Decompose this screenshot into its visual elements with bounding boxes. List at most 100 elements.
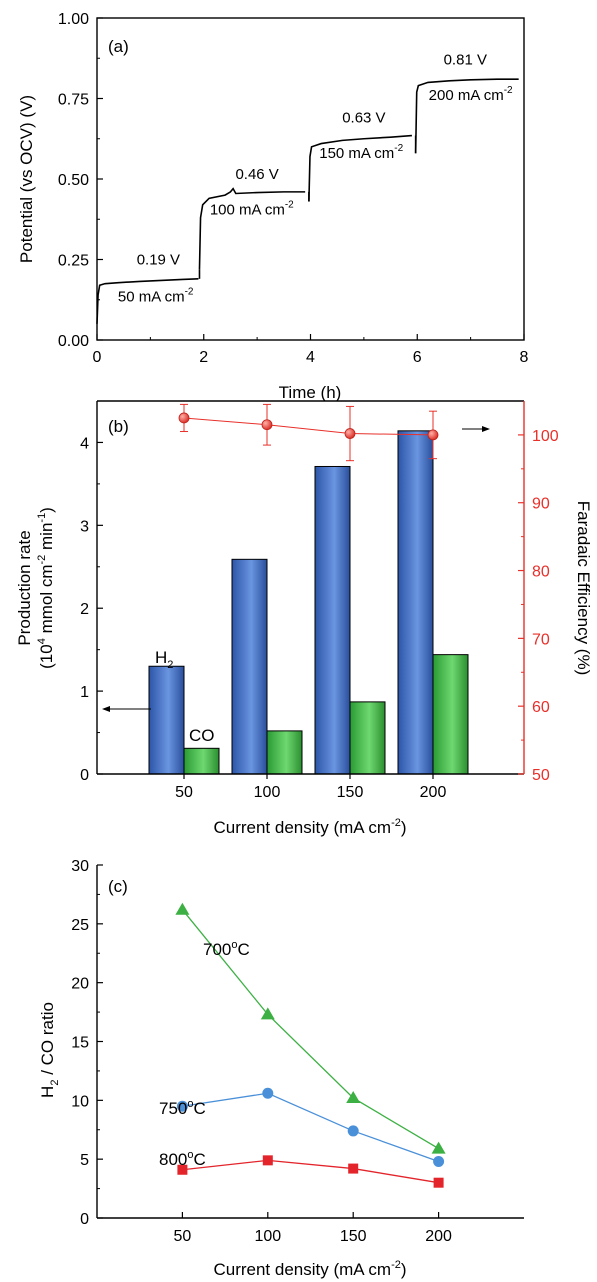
chart-c-series-label-end: C <box>238 940 250 959</box>
chart-a-annotation: 200 mA cm-2 <box>429 85 513 104</box>
chart-a-annotation-text: 50 mA cm <box>118 288 185 305</box>
chart-a-y-tick-label: 0.75 <box>58 92 89 109</box>
chart-c-point <box>431 1141 446 1154</box>
chart-b-y-label-line2-sup: 4 <box>36 638 48 644</box>
chart-a-annotation-text: 0.63 V <box>342 110 385 127</box>
chart-a-annotation-sup: -2 <box>185 286 194 297</box>
chart-b-bars <box>148 430 469 775</box>
chart-c-series <box>175 902 446 1188</box>
chart-a-x-tick-label: 6 <box>413 349 422 366</box>
chart-a-series <box>96 78 519 324</box>
chart-c-y-tick-label: 5 <box>80 1152 89 1169</box>
chart-b-x-label-end: ) <box>401 818 407 837</box>
chart-c-y-label-main: H <box>38 1086 57 1098</box>
chart-c-y-tick-label: 25 <box>71 917 89 934</box>
chart-b-right-tick-label: 70 <box>532 631 550 648</box>
chart-c-y-label-sub: 2 <box>49 1080 61 1086</box>
chart-a-line-segment <box>414 78 519 154</box>
chart-c-point <box>177 1164 188 1175</box>
chart-a-x-label: Time (h) <box>279 383 342 402</box>
chart-c-point <box>176 1100 188 1112</box>
chart-b-y-label-line2-b: mmol cm <box>37 564 56 638</box>
chart-b-y-label: Production rate (104 mmol cm-2 min-1) <box>15 507 56 669</box>
chart-a-annotation-text: 150 mA cm <box>319 145 394 162</box>
chart-c-series-line <box>181 909 439 1150</box>
chart-a-annotation-sup: -2 <box>394 143 403 154</box>
chart-b-right-ticks: 50 60 70 80 90 100 <box>518 428 559 784</box>
chart-c-point <box>262 1155 273 1166</box>
chart-a-annotation: 0.46 V <box>235 166 278 183</box>
chart-c-point <box>347 1125 359 1137</box>
chart-b-right-tick-label: 100 <box>532 428 559 445</box>
chart-b-x-tick-label: 50 <box>175 784 193 801</box>
chart-a-annotation: 0.63 V <box>342 110 385 127</box>
chart-b-y-tick-label: 2 <box>80 601 89 618</box>
chart-a-annotation-text: 0.46 V <box>235 166 278 183</box>
chart-a-y-tick-label: 0.25 <box>58 253 89 270</box>
chart-a-x-tick-label: 0 <box>93 349 102 366</box>
chart-b-x-label: Current density (mA cm-2) <box>213 817 406 837</box>
chart-b-series-h2-label: H2 <box>155 648 173 671</box>
chart-c-series-label: 800oC <box>159 1149 206 1169</box>
chart-b-y-tick-label: 1 <box>80 684 89 701</box>
chart-b-bar <box>231 558 268 775</box>
chart-b-y-label-line2-a: (10 <box>37 644 56 669</box>
chart-c-x-label-sup: -2 <box>391 1259 401 1271</box>
chart-a-y-tick-label: 1.00 <box>58 11 89 28</box>
chart-b-right-y-label: Faradaic Efficiency (%) <box>574 501 593 675</box>
chart-a: 0 2 4 6 8 0.00 0.25 0.50 0.75 1.00 0.19 V 50 mA c… <box>17 11 529 402</box>
chart-b-panel-label: (b) <box>108 417 129 436</box>
chart-c-panel-label: (c) <box>108 877 128 896</box>
chart-c-series-label-end: C <box>194 1150 206 1169</box>
chart-b-fe-point <box>261 419 273 431</box>
chart-b-x-tick-label: 150 <box>337 784 364 801</box>
chart-b-fe-point <box>344 428 356 439</box>
chart-b-bar <box>183 747 220 775</box>
chart-c-series-label: 700oC <box>203 939 250 959</box>
chart-c-series-label-end: C <box>194 1099 206 1118</box>
chart-c-series-line <box>182 1159 439 1184</box>
chart-b-bar <box>314 465 351 775</box>
chart-c-y-ticks: 0 5 10 15 20 25 30 <box>71 858 103 1228</box>
chart-b-right-tick-label: 50 <box>532 767 550 784</box>
chart-c-point <box>433 1156 445 1168</box>
chart-b-x-label-sup: -2 <box>391 817 401 829</box>
chart-b-fe-point <box>427 429 439 441</box>
chart-c-point <box>348 1163 359 1174</box>
chart-a-line-segment <box>198 187 306 270</box>
chart-c-series-label-name: 700 <box>203 940 231 959</box>
chart-a-x-tick-label: 8 <box>520 349 529 366</box>
chart-b-x-tick-label: 200 <box>420 784 447 801</box>
chart-b-y-tick-label: 3 <box>80 518 89 535</box>
chart-b-y-tick-label: 0 <box>80 767 89 784</box>
chart-c-x-label: Current density (mA cm-2) <box>213 1259 406 1279</box>
chart-a-annotation-text: 0.81 V <box>444 52 487 69</box>
chart-c-point <box>433 1177 444 1188</box>
chart-a-y-tick-label: 0.00 <box>58 333 89 350</box>
chart-b-y-label-line2-sup3: -1 <box>36 513 48 523</box>
chart-a-annotation-sup: -2 <box>504 85 513 96</box>
chart-c-y-tick-label: 0 <box>80 1211 89 1228</box>
chart-b-right-tick-label: 80 <box>532 564 550 581</box>
chart-b-x-ticks: 50 100 150 200 <box>175 774 446 801</box>
chart-b-bar <box>148 665 185 775</box>
chart-c-x-tick-label: 100 <box>254 1228 281 1245</box>
chart-c-y-tick-label: 15 <box>71 1035 89 1052</box>
chart-a-annotation-text: 200 mA cm <box>429 87 504 104</box>
chart-c-series-label-sup: o <box>187 1149 193 1161</box>
chart-a-annotation-text: 0.19 V <box>137 251 180 268</box>
chart-a-line-segment <box>96 278 199 324</box>
chart-b-y-tick-label: 4 <box>80 435 89 452</box>
chart-c-point <box>346 1090 361 1103</box>
chart-b-right-arrow <box>462 426 490 432</box>
chart-a-x-ticks: 0 2 4 6 8 <box>93 334 529 366</box>
chart-b-bar <box>349 701 386 775</box>
chart-b-bar <box>266 730 303 775</box>
chart-c-series-label-name: 750 <box>159 1099 187 1118</box>
chart-a-annotation: 0.19 V <box>137 251 180 268</box>
chart-c-y-tick-label: 20 <box>71 976 89 993</box>
chart-b-y-ticks: 0 1 2 3 4 <box>80 435 103 784</box>
